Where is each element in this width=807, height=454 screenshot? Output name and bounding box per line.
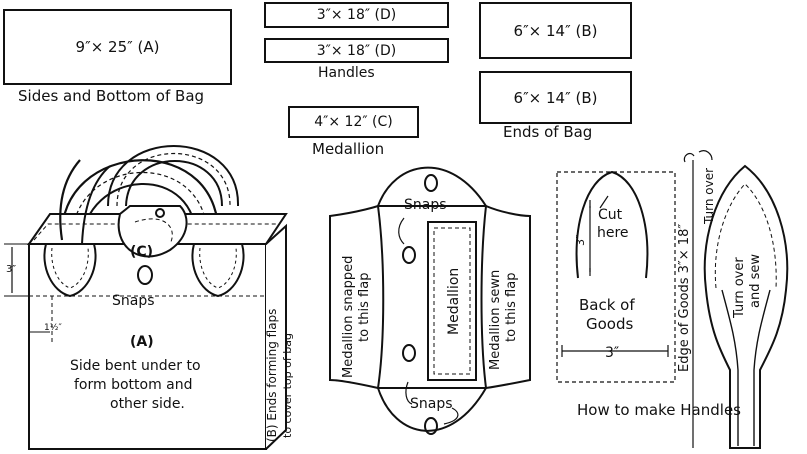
handles-dim-3v: 3″ — [574, 235, 587, 246]
medallion-center-panel — [427, 221, 477, 381]
piece-b-end-2: 6″× 14″ (B) — [479, 71, 632, 124]
piece-d2-label: 3″× 18″ (D) — [316, 42, 397, 59]
medallion-center-label: Medallion — [446, 268, 462, 335]
medallion-detail — [329, 166, 531, 435]
piece-d-handle-1: 3″× 18″ (D) — [264, 2, 449, 28]
handles-cut: Cut — [598, 207, 623, 223]
medallion-right-flap-1: Medallion sewn — [488, 270, 503, 370]
bag-label-c: (C) — [130, 244, 153, 260]
handle-making-detail — [556, 150, 789, 449]
piece-b2-label: 6″× 14″ (B) — [513, 88, 598, 107]
handles-turn-over-top: Turn over — [702, 168, 716, 225]
medallion-snap-left-bottom — [402, 344, 416, 362]
back-handle-inner — [125, 160, 223, 207]
cut-pointer — [599, 195, 609, 209]
bag-ends-label: (B) Ends forming flaps — [265, 309, 279, 442]
handles-dim-3h: 3″ — [605, 345, 619, 361]
piece-b1-label: 6″× 14″ (B) — [513, 21, 598, 40]
left-handle-tab — [43, 243, 97, 298]
bag-end-panel — [265, 223, 287, 450]
handles-caption: Handles — [318, 65, 375, 81]
piece-d1-label: 3″× 18″ (D) — [316, 7, 397, 23]
front-handle-stitch — [71, 172, 208, 245]
bag-side-line1: Side bent under to — [70, 358, 201, 374]
medallion-snaps-bottom: Snaps — [410, 396, 453, 412]
handles-back-1: Back of — [579, 296, 635, 314]
handles-back-2: Goods — [586, 315, 633, 333]
medallion-snap-top — [424, 174, 438, 192]
ends-caption: Ends of Bag — [503, 123, 593, 141]
goods-rectangle — [556, 171, 676, 383]
piece-b-end-1: 6″× 14″ (B) — [479, 2, 632, 59]
back-handle-stitch — [116, 152, 231, 207]
turned-handle — [703, 164, 789, 449]
bag-dim-half: 1½″ — [44, 323, 62, 333]
handle-piece-shape — [575, 170, 649, 279]
piece-c-label: 4″× 12″ (C) — [314, 114, 393, 130]
medallion-right-flap-2: to this flap — [504, 273, 519, 342]
dim-3-ticks — [4, 243, 29, 297]
piece-a-label: 9″× 25″ (A) — [75, 38, 160, 56]
handles-caption: How to make Handles — [577, 401, 741, 419]
medallion-snap-bottom — [424, 417, 438, 435]
bag-top-stitch — [33, 223, 278, 241]
medallion-snap-left-top — [402, 246, 416, 264]
handles-turn-over-sew-1: Turn over — [732, 257, 747, 319]
bag-illustration — [4, 145, 288, 450]
front-handle-outer — [60, 159, 220, 245]
medallion-left-flap-2: to this flap — [357, 273, 372, 342]
top-snap — [155, 208, 165, 218]
medallion-left-flap-1: Medallion snapped — [341, 256, 356, 378]
handles-here: here — [597, 225, 629, 241]
handles-edge-label: Edge of Goods 3″× 18″ — [677, 224, 692, 372]
right-flap-fold — [480, 205, 487, 389]
piece-a-caption: Sides and Bottom of Bag — [18, 87, 205, 105]
lower-snap — [137, 265, 153, 285]
handles-turn-over-sew-2: and sew — [748, 254, 763, 308]
piece-a-sides-bottom: 9″× 25″ (A) — [3, 9, 232, 85]
bag-dim-3: 3″ — [6, 264, 16, 275]
bag-snaps-label: Snaps — [112, 293, 155, 309]
back-handle-outer — [107, 145, 240, 207]
medallion-flap — [117, 205, 188, 258]
snap-pointer-top — [398, 217, 405, 245]
bag-side-line3: other side. — [110, 396, 185, 412]
left-flap-fold — [377, 205, 385, 389]
medallion-snaps-top: Snaps — [404, 197, 447, 213]
medallion-bottom-tip — [377, 387, 487, 432]
medallion-caption: Medallion — [312, 140, 385, 158]
bag-ends-label2: to cover top of bag — [281, 333, 294, 438]
medallion-top-tip — [377, 166, 487, 207]
snap-pointer-bottom — [405, 381, 413, 405]
bag-label-a: (A) — [130, 334, 154, 350]
piece-d-handle-2: 3″× 18″ (D) — [264, 38, 449, 63]
bag-side-line2: form bottom and — [74, 377, 193, 393]
piece-c-medallion: 4″× 12″ (C) — [288, 106, 419, 138]
